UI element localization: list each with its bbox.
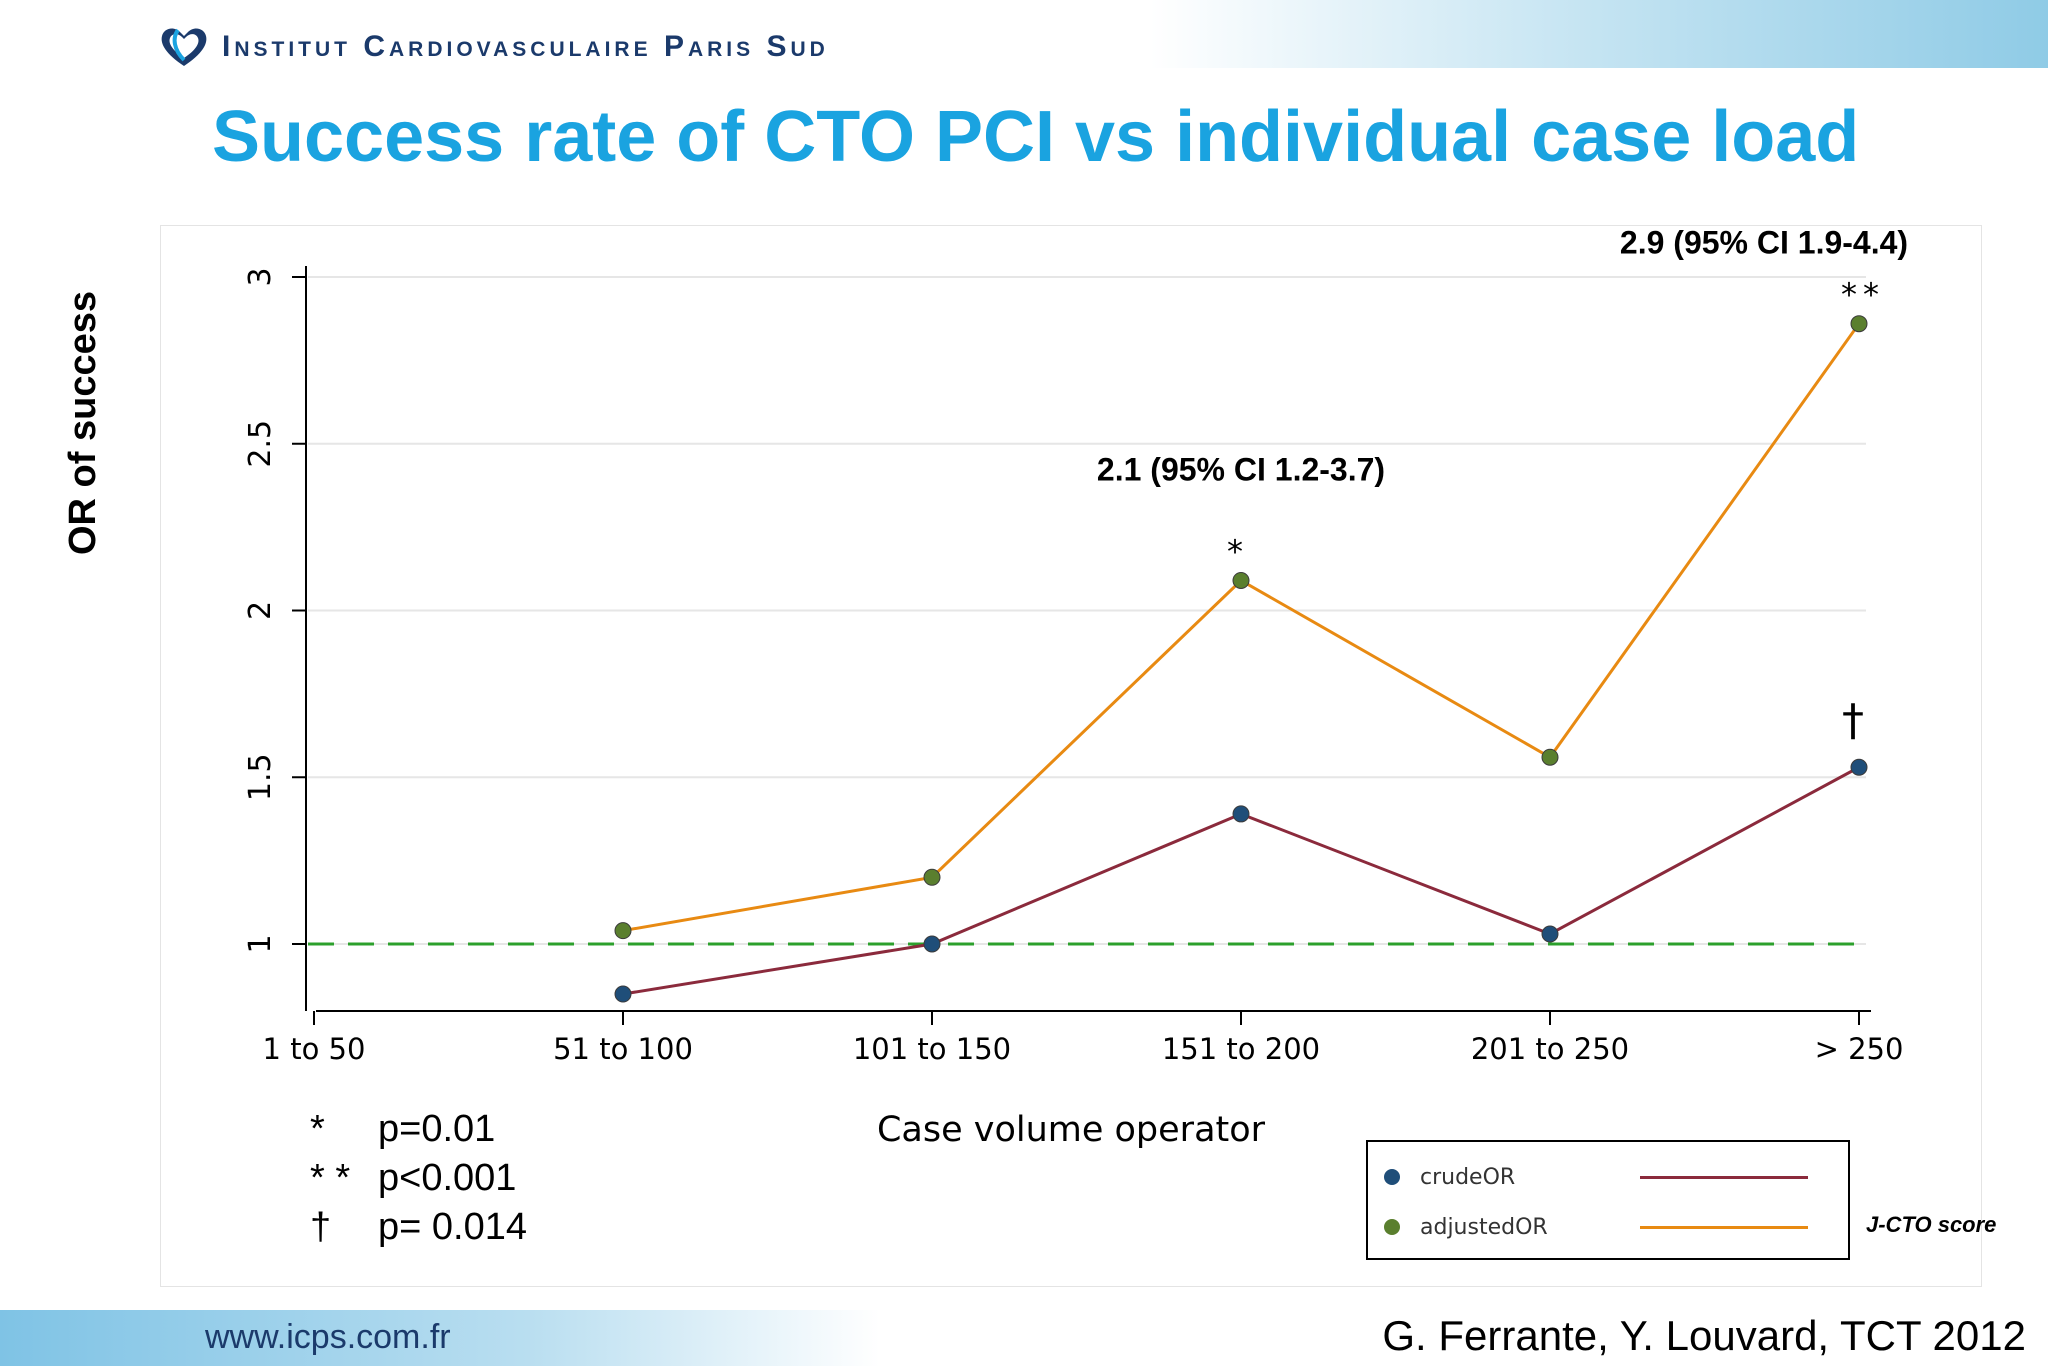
pvalue-legend: * p=0.01 * * p<0.001 † p= 0.014 xyxy=(310,1108,610,1255)
pvalue-row: * p=0.01 xyxy=(310,1108,610,1157)
chart-frame: 1 1.5 2 2.5 3 1 to 50 51 to 100 101 to 150 151 t… xyxy=(160,225,1982,1287)
pvalue-row: * * p<0.001 xyxy=(310,1157,610,1206)
icps-logo-icon xyxy=(158,24,210,70)
pvalue-text: p=0.01 xyxy=(378,1108,496,1150)
x-tick-label: 151 to 200 xyxy=(1162,1032,1320,1066)
adjusted-series-line xyxy=(622,322,1861,933)
chart-legend: crudeOR adjustedOR xyxy=(1366,1140,1850,1260)
adjusted-data-point xyxy=(614,922,632,940)
x-tick-label: > 250 xyxy=(1815,1032,1904,1066)
x-tick-label: 201 to 250 xyxy=(1471,1032,1629,1066)
crude-data-point xyxy=(614,985,632,1003)
website-link[interactable]: www.icps.com.fr xyxy=(205,1318,451,1356)
legend-label-crude: crudeOR xyxy=(1420,1164,1516,1190)
crude-marker-icon xyxy=(1384,1169,1400,1185)
legend-item-crude: crudeOR xyxy=(1384,1162,1515,1192)
y-tick-label: 3 xyxy=(243,267,278,286)
or-confidence-annotation: 2.9 (95% CI 1.9-4.4) xyxy=(1620,226,1908,261)
pvalue-symbol: * xyxy=(310,1108,325,1150)
y-axis-title: OR of success xyxy=(62,291,104,555)
significance-marker: * xyxy=(1227,532,1243,570)
x-tick-label: 1 to 50 xyxy=(263,1032,366,1066)
y-tick-label: 1.5 xyxy=(243,753,278,801)
slide-title: Success rate of CTO PCI vs individual ca… xyxy=(212,97,1860,177)
legend-item-adjusted: adjustedOR xyxy=(1384,1212,1548,1242)
y-tick-label: 2.5 xyxy=(243,420,278,468)
x-tick-label: 101 to 150 xyxy=(853,1032,1011,1066)
crude-data-point xyxy=(1232,805,1250,823)
brand-name: Institut Cardiovasculaire Paris Sud xyxy=(222,30,829,63)
crude-data-point xyxy=(923,935,941,953)
header-decor-band xyxy=(1150,0,2048,68)
footer-decor-band xyxy=(0,1310,880,1366)
legend-label-adjusted: adjustedOR xyxy=(1420,1214,1548,1240)
adjusted-data-point xyxy=(1850,315,1868,333)
pvalue-symbol: * * xyxy=(310,1157,351,1199)
significance-marker: ** xyxy=(1841,276,1885,314)
adjusted-marker-icon xyxy=(1384,1219,1400,1235)
citation-text: G. Ferrante, Y. Louvard, TCT 2012 xyxy=(1382,1312,2026,1359)
crude-data-point xyxy=(1541,925,1559,943)
y-tick-label: 1 xyxy=(243,934,278,953)
significance-marker: † xyxy=(1842,695,1864,746)
x-tick-label: 51 to 100 xyxy=(553,1032,693,1066)
pvalue-symbol: † xyxy=(310,1206,332,1248)
jcto-score-label: J-CTO score xyxy=(1866,1212,1997,1237)
pvalue-text: p<0.001 xyxy=(378,1157,517,1199)
crude-series-line xyxy=(622,765,1860,996)
pvalue-text: p= 0.014 xyxy=(378,1206,527,1248)
y-tick-label: 2 xyxy=(243,601,278,620)
legend-line-adjusted xyxy=(1640,1226,1808,1229)
pvalue-row: † p= 0.014 xyxy=(310,1206,610,1255)
x-axis-title: Case volume operator xyxy=(877,1110,1266,1150)
adjusted-data-point xyxy=(1541,748,1559,766)
crude-data-point xyxy=(1850,758,1868,776)
line-chart: 1 1.5 2 2.5 3 1 to 50 51 to 100 101 to 150 151 t… xyxy=(243,226,1908,1150)
adjusted-data-point xyxy=(1232,571,1250,589)
or-confidence-annotation: 2.1 (95% CI 1.2-3.7) xyxy=(1097,451,1385,487)
adjusted-data-point xyxy=(923,868,941,886)
legend-line-crude xyxy=(1640,1176,1808,1179)
